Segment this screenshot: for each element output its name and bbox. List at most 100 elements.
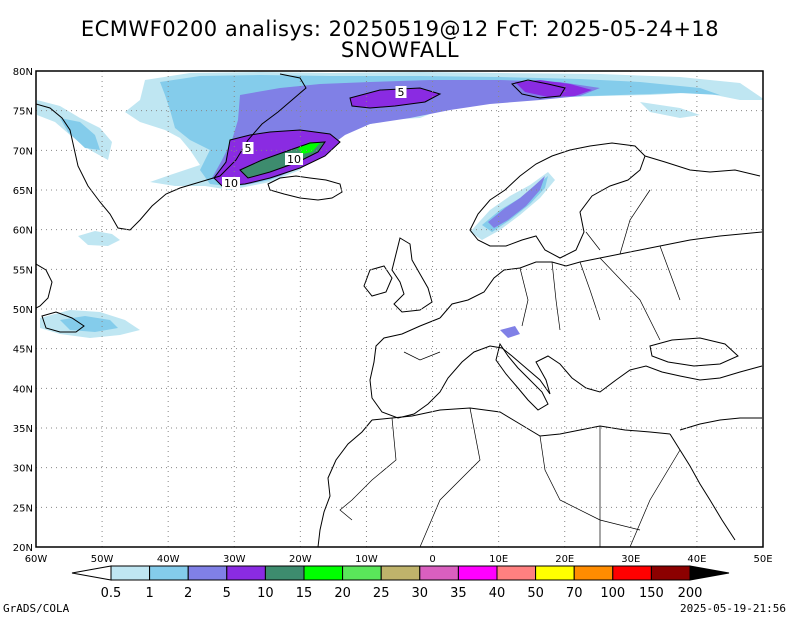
- colorbar-level-label: 150: [639, 586, 664, 601]
- lat-tick-label: 40N: [13, 384, 33, 395]
- coast-europe: [439, 231, 763, 319]
- footer-credit: GrADS/COLA: [3, 602, 70, 615]
- colorbar-swatch: [419, 565, 459, 581]
- title-line-1: ECMWF0200 analisys: 20250519@12 FcT: 202…: [80, 17, 720, 41]
- coast-arabia: [679, 417, 762, 431]
- lon-tick-labels: 60W 50W 40W 30W 20W 10W 0 10E 20E 30E 40E 50E: [25, 554, 773, 565]
- lon-tick-label: 40E: [687, 554, 706, 565]
- colorbar-swatch: [496, 565, 537, 581]
- colorbar-level-label: 30: [412, 586, 429, 601]
- lon-tick-label: 50E: [753, 554, 772, 565]
- contour-label: 5: [398, 86, 405, 99]
- lat-tick-label: 20N: [13, 543, 33, 554]
- colorbar-level-label: 1: [145, 586, 153, 601]
- lat-tick-label: 70N: [13, 146, 33, 157]
- lat-tick-label: 55N: [13, 265, 33, 276]
- snowfall-contours: [213, 87, 442, 187]
- colorbar-level-label: 50: [527, 586, 544, 601]
- coast-britain: [391, 237, 433, 313]
- lat-tick-label: 60N: [13, 226, 33, 237]
- colorbar-under-arrow: [71, 565, 112, 581]
- colorbar-level-label: 25: [373, 586, 390, 601]
- colorbar-swatch: [110, 565, 151, 581]
- contour-labels: 5 5 10 10: [222, 86, 407, 190]
- colorbar-swatch: [303, 565, 344, 581]
- snow-area-15: [298, 142, 320, 154]
- snow-area-light: [640, 102, 700, 118]
- lon-tick-label: 0: [429, 554, 435, 565]
- colorbar-level-label: 10: [257, 586, 274, 601]
- lon-tick-label: 30W: [223, 554, 246, 565]
- lon-tick-label: 10W: [355, 554, 378, 565]
- snow-area-medium: [60, 118, 100, 150]
- colorbar-swatch: [573, 565, 614, 581]
- colorbar-swatch: [380, 565, 421, 581]
- colorbar-over-arrow: [689, 565, 730, 581]
- lon-tick-label: 20E: [555, 554, 574, 565]
- lat-tick-label: 50N: [13, 305, 33, 316]
- coast-newfoundland: [41, 311, 85, 333]
- coast-ireland: [363, 265, 393, 297]
- colorbar-swatch: [149, 565, 189, 581]
- coast-italy: [495, 342, 549, 411]
- colorbar-swatch: [187, 565, 228, 581]
- coast-north-africa: [371, 407, 671, 437]
- lat-tick-label: 80N: [13, 67, 33, 78]
- lat-tick-label: 75N: [13, 107, 33, 118]
- colorbar-swatch: [457, 565, 498, 581]
- coast-svalbard: [511, 79, 566, 99]
- title-line-2: SNOWFALL: [340, 38, 460, 62]
- contour-label-bg: [222, 177, 240, 189]
- colorbar: 0.5 1 2 5 10 15 20 25 30 35 40 50 70 100 150 200: [71, 565, 730, 601]
- colorbar-level-label: 20: [334, 586, 351, 601]
- lon-tick-label: 40W: [157, 554, 180, 565]
- lat-tick-label: 35N: [13, 424, 33, 435]
- lat-tick-label: 65N: [13, 186, 33, 197]
- coast-iberia: [369, 317, 763, 419]
- contour-label: 5: [245, 142, 252, 155]
- plot-frame: [35, 70, 764, 548]
- contour-label-bg: [242, 142, 254, 154]
- contour-label-bg: [285, 153, 303, 165]
- contour-label: 10: [287, 153, 301, 166]
- lat-tick-label: 45N: [13, 345, 33, 356]
- lat-tick-labels: 80N 75N 70N 65N 60N 55N 50N 45N 40N 35N 30N 25N 20N: [13, 67, 33, 554]
- lat-tick-label: 30N: [13, 464, 33, 475]
- contour-line: [213, 129, 341, 187]
- lon-tick-label: 20W: [289, 554, 312, 565]
- footer-timestamp: 2025-05-19-21:56: [680, 602, 786, 615]
- contour-line: [349, 87, 442, 109]
- colorbar-level-label: 15: [296, 586, 313, 601]
- contour-label: 10: [224, 177, 238, 190]
- snow-area-2: [500, 326, 520, 338]
- colorbar-swatch: [535, 565, 575, 581]
- colorbar-level-label: 5: [223, 586, 231, 601]
- border-lines: [339, 189, 681, 547]
- coast-west-africa: [317, 419, 373, 547]
- colorbar-level-label: 200: [678, 586, 703, 601]
- snow-area-5: [515, 80, 592, 97]
- coastlines: [36, 73, 763, 547]
- lon-tick-label: 60W: [25, 554, 48, 565]
- coast-scandinavia: [469, 142, 646, 259]
- coast-greenland: [36, 73, 307, 231]
- snowfall-shading: [37, 72, 763, 338]
- colorbar-swatch: [226, 565, 266, 581]
- grid-lines: [36, 71, 763, 547]
- colorbar-level-label: 0.5: [101, 586, 122, 601]
- lon-tick-label: 50W: [91, 554, 114, 565]
- colorbar-level-label: 2: [184, 586, 192, 601]
- coast-black-sea: [649, 337, 739, 367]
- colorbar-swatch: [650, 565, 691, 581]
- colorbar-level-label: 40: [489, 586, 506, 601]
- colorbar-level-label: 70: [566, 586, 583, 601]
- lon-tick-label: 30E: [621, 554, 640, 565]
- colorbar-swatch: [342, 565, 382, 581]
- contour-label-bg: [395, 86, 407, 98]
- colorbar-level-label: 35: [450, 586, 467, 601]
- colorbar-swatch: [612, 565, 652, 581]
- snow-area-light: [78, 231, 120, 246]
- lon-tick-label: 10E: [489, 554, 508, 565]
- coast-kola: [644, 155, 761, 177]
